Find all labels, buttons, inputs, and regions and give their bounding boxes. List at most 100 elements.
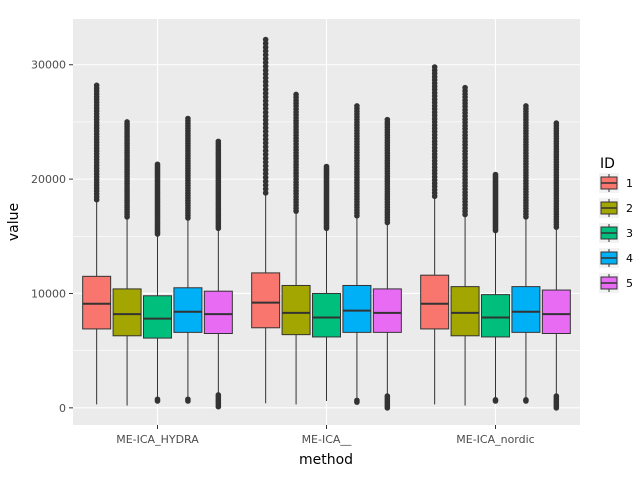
- outlier-point: [262, 132, 269, 139]
- outlier-point: [262, 155, 269, 162]
- box-body: [450, 286, 480, 337]
- box-id-3-ME-ICA__: [312, 163, 341, 401]
- outlier-point: [262, 40, 269, 47]
- outlier-point: [293, 91, 299, 98]
- x-axis-ticks: ME-ICA_HYDRA ME-ICA__ ME-ICA_nordic: [116, 425, 535, 446]
- legend-label: 4: [626, 252, 633, 265]
- outlier-point: [262, 124, 269, 131]
- outlier-point: [262, 71, 269, 77]
- outlier-point: [262, 94, 269, 100]
- box-id-2-ME-ICA_HYDRA: [112, 119, 142, 406]
- outlier-point-low: [523, 397, 529, 403]
- outlier-point: [262, 174, 269, 181]
- legend-item-3: 3: [599, 223, 633, 243]
- outlier-point: [262, 90, 269, 97]
- legend-item-1: 1: [599, 173, 633, 193]
- outlier-point: [323, 163, 330, 170]
- outlier-point: [154, 161, 161, 168]
- y-tick-label: 0: [59, 402, 66, 415]
- box-body: [82, 275, 112, 330]
- outlier-point-low: [154, 396, 161, 403]
- outlier-point: [262, 128, 269, 135]
- outlier-point: [124, 119, 130, 125]
- outlier-point: [354, 103, 360, 109]
- outlier-point: [262, 178, 269, 185]
- box-id-5-ME-ICA__: [372, 116, 402, 411]
- box-id-2-ME-ICA_nordic: [450, 84, 480, 406]
- legend-label: 5: [626, 277, 633, 290]
- box-id-4-ME-ICA__: [342, 103, 372, 405]
- box-id-4-ME-ICA_HYDRA: [173, 115, 203, 404]
- box-body: [112, 288, 142, 337]
- outlier-point: [262, 59, 269, 66]
- box-body: [173, 287, 203, 333]
- outlier-point: [384, 116, 391, 123]
- outlier-point: [262, 147, 269, 154]
- outlier-point: [262, 52, 269, 58]
- legend-label: 2: [626, 202, 633, 215]
- box-body: [541, 289, 571, 335]
- x-tick-label: ME-ICA_HYDRA: [116, 433, 199, 446]
- y-tick-label: 20000: [31, 173, 66, 186]
- box-id-3-ME-ICA_HYDRA: [143, 161, 172, 404]
- x-tick-label: ME-ICA__: [302, 433, 352, 446]
- legend-title: ID: [600, 156, 615, 172]
- outlier-point: [262, 44, 269, 51]
- box-body: [372, 288, 402, 333]
- outlier-point: [262, 82, 269, 89]
- legend-item-2: 2: [599, 198, 633, 218]
- outlier-point-low: [185, 396, 191, 403]
- outlier-point: [262, 109, 269, 116]
- box-body: [511, 286, 541, 333]
- box-body: [420, 274, 450, 330]
- outlier-point: [262, 86, 269, 93]
- outlier-point-low: [384, 393, 391, 399]
- y-axis-ticks: 0 10000 20000 30000: [31, 59, 73, 415]
- box-body: [342, 284, 372, 333]
- box-id-1-ME-ICA_nordic: [420, 64, 450, 405]
- outlier-point: [262, 144, 269, 150]
- box-body: [281, 284, 311, 336]
- outlier-point-low: [553, 393, 560, 399]
- box-body: [203, 290, 233, 335]
- outlier-point: [262, 98, 269, 104]
- outlier-point: [262, 67, 269, 74]
- outlier-point: [185, 115, 191, 122]
- outlier-point: [215, 138, 222, 145]
- outlier-point: [262, 101, 269, 108]
- legend-item-4: 4: [599, 248, 633, 268]
- outlier-point: [262, 190, 269, 196]
- box-id-5-ME-ICA_HYDRA: [203, 138, 233, 410]
- outlier-point: [262, 136, 269, 142]
- outlier-point: [93, 82, 100, 89]
- legend: 1 2 3 4 5: [599, 173, 633, 293]
- x-tick-label: ME-ICA_nordic: [456, 433, 534, 446]
- outlier-point: [492, 171, 499, 178]
- box-id-1-ME-ICA__: [251, 36, 281, 404]
- box-id-2-ME-ICA__: [281, 91, 311, 405]
- outlier-point: [262, 63, 269, 70]
- outlier-point: [462, 84, 468, 91]
- outlier-point: [262, 117, 269, 123]
- outlier-point: [262, 55, 269, 62]
- outlier-point: [262, 163, 269, 169]
- outlier-point: [262, 182, 269, 188]
- box-body: [481, 294, 510, 338]
- legend-label: 3: [626, 227, 633, 240]
- outlier-point-low: [492, 397, 499, 403]
- outlier-point: [262, 170, 269, 177]
- outlier-point: [431, 64, 438, 70]
- legend-label: 1: [626, 177, 633, 190]
- outlier-point-low: [354, 397, 360, 404]
- x-axis-title: method: [299, 452, 353, 468]
- outlier-point: [262, 167, 269, 173]
- y-axis-title: value: [6, 203, 22, 241]
- box-body: [312, 292, 341, 338]
- outlier-point: [523, 103, 529, 109]
- legend-item-5: 5: [599, 273, 633, 293]
- outlier-point: [262, 36, 269, 43]
- outlier-point: [262, 186, 269, 192]
- outlier-point: [262, 105, 269, 112]
- y-tick-label: 30000: [31, 59, 66, 72]
